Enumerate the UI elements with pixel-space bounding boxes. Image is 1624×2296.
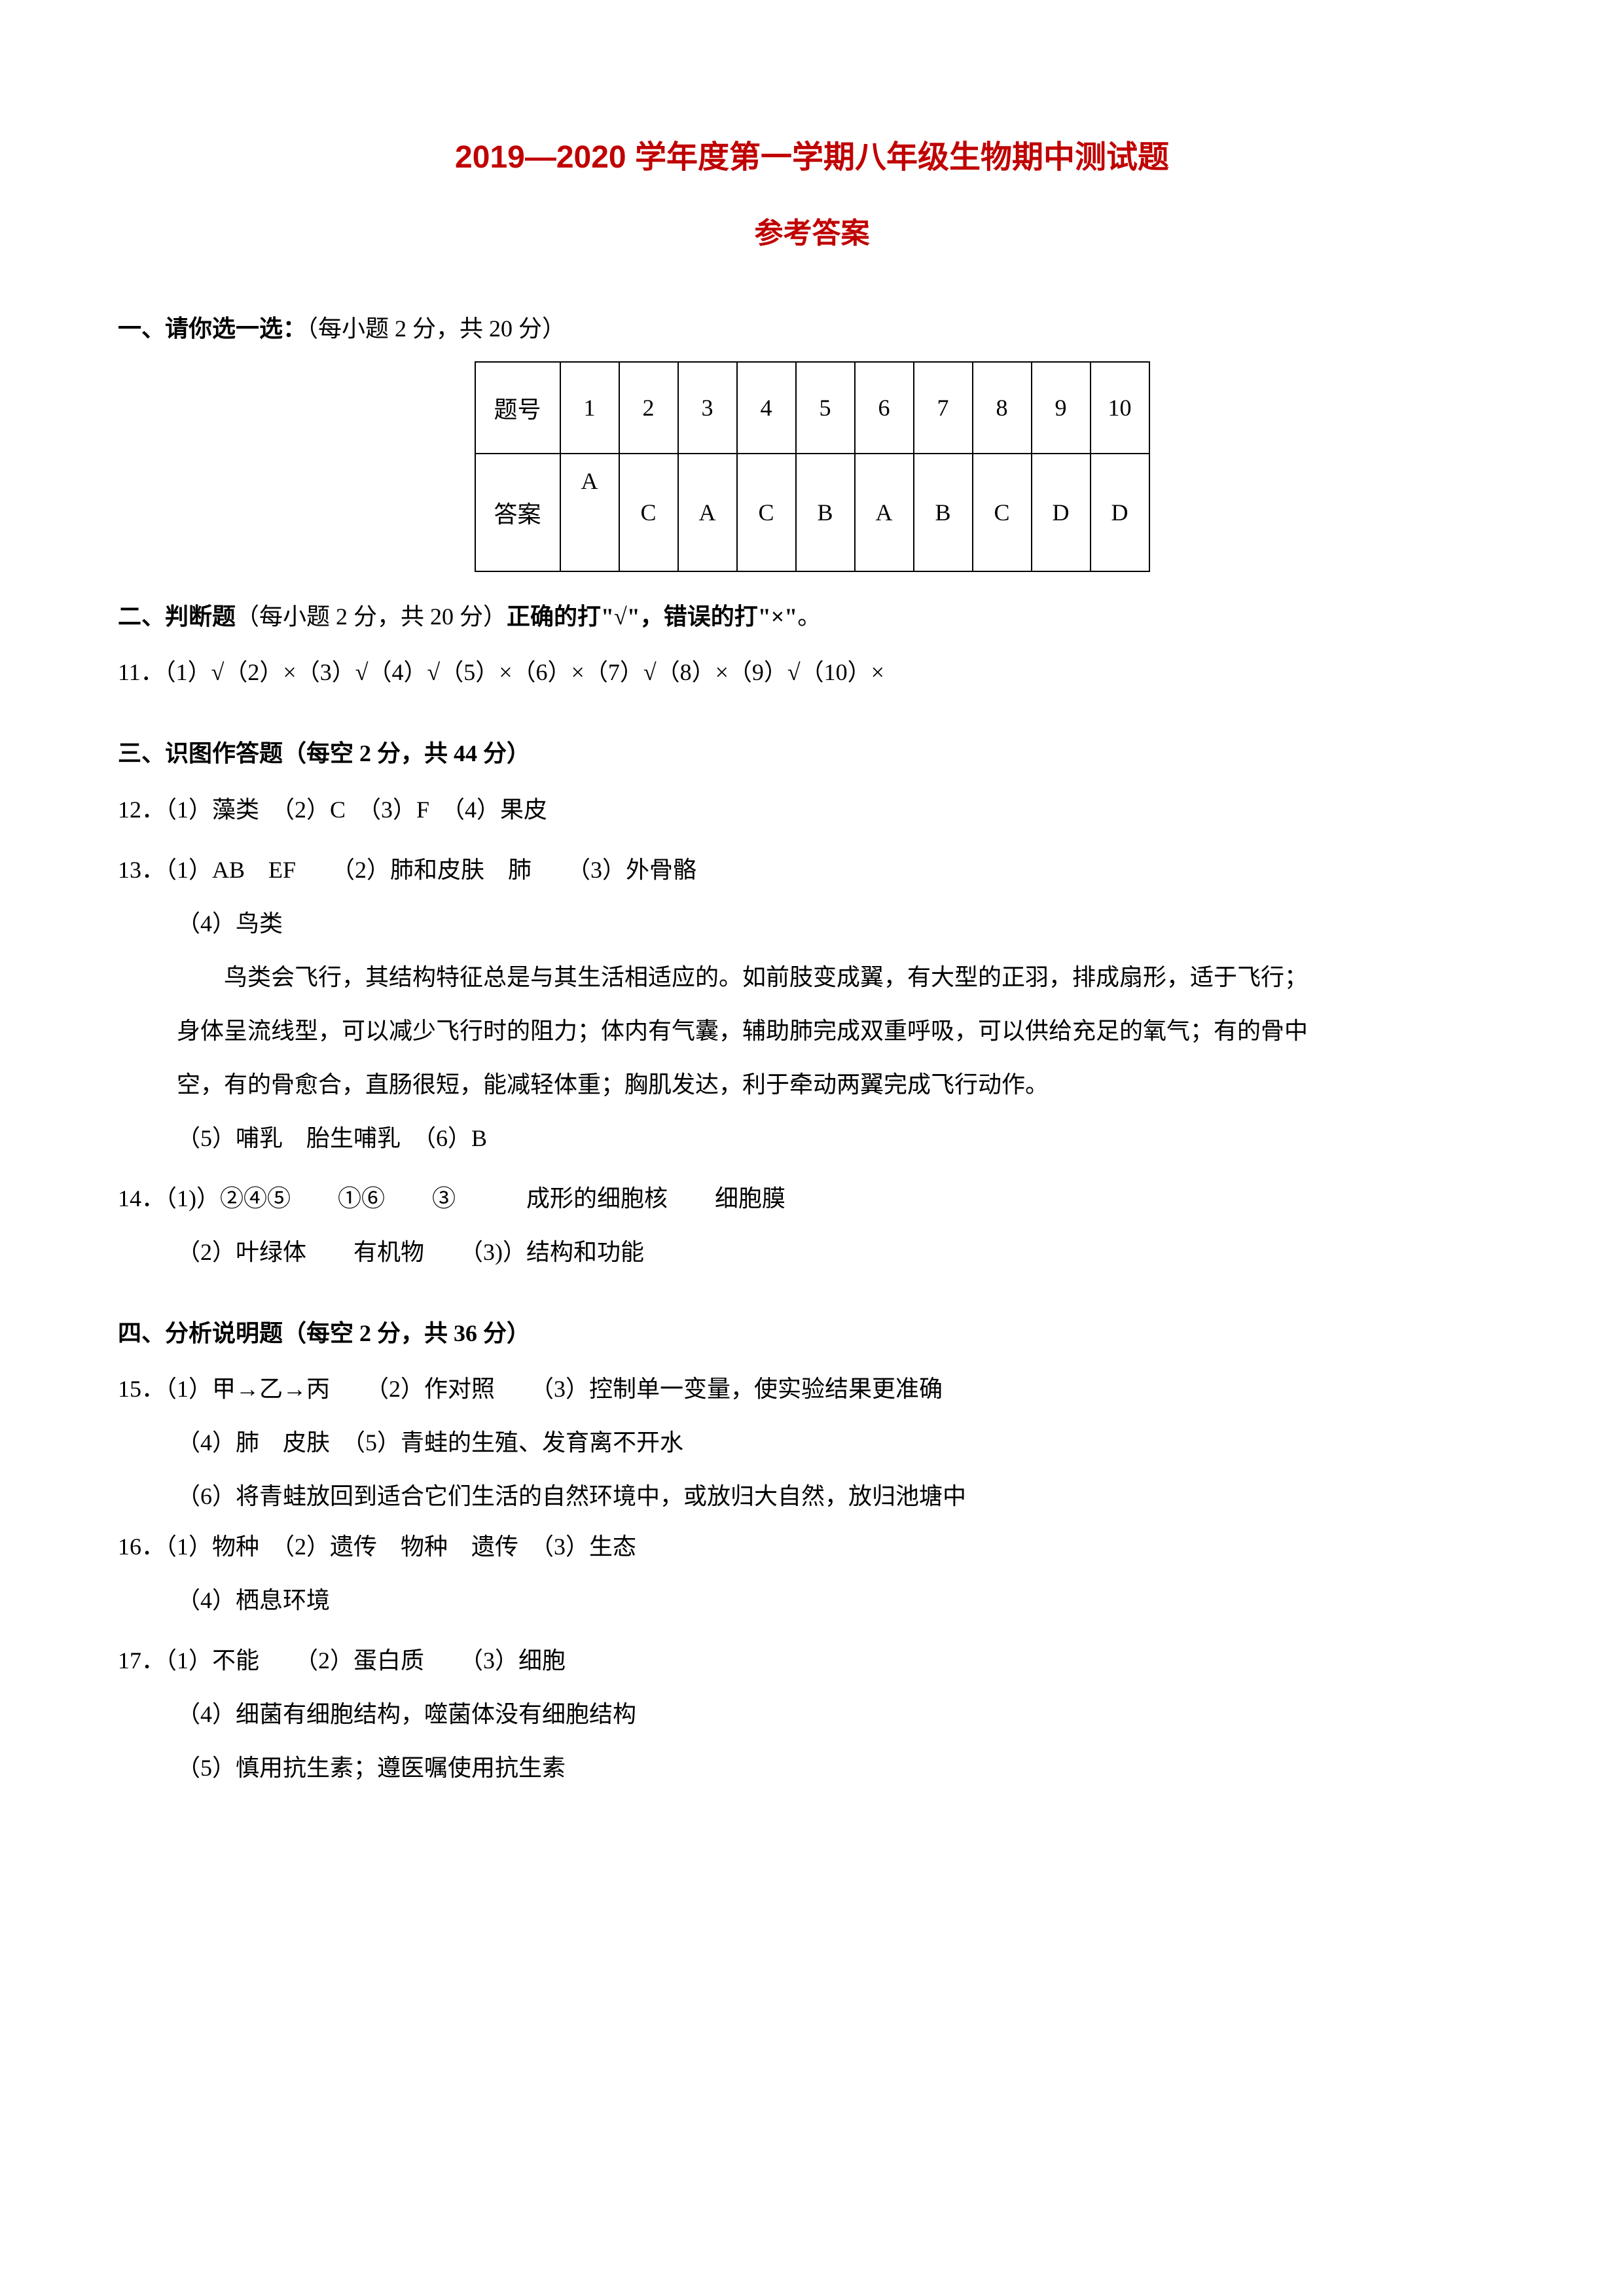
section1-heading-bold: 一、请你选一选：	[118, 315, 306, 342]
ans-cell: A	[560, 454, 619, 571]
section1-heading: 一、请你选一选：（每小题 2 分，共 20 分）	[118, 310, 1506, 348]
ans-cell: D	[1091, 454, 1149, 571]
col-num: 1	[560, 362, 619, 454]
q13-l5: 空，有的骨愈合，直肠很短，能减轻体重；胸肌发达，利于牵动两翼完成飞行动作。	[118, 1061, 1506, 1108]
q13-l1: 13．（1）AB EF （2）肺和皮肤 肺 （3）外骨骼	[118, 846, 1506, 893]
table-row: 题号 1 2 3 4 5 6 7 8 9 10	[475, 362, 1149, 454]
col-num: 2	[619, 362, 678, 454]
q15-l2: （4）肺 皮肤 （5）青蛙的生殖、发育离不开水	[118, 1419, 1506, 1466]
q16-l2: （4）栖息环境	[118, 1577, 1506, 1624]
answer-table: 题号 1 2 3 4 5 6 7 8 9 10 答案 A C A C B A B…	[475, 361, 1150, 572]
row-header-num: 题号	[475, 362, 560, 454]
ans-cell: C	[619, 454, 678, 571]
section2-heading-mid: （每小题 2 分，共 20 分）	[236, 603, 507, 630]
page-title: 2019—2020 学年度第一学期八年级生物期中测试题	[118, 131, 1506, 177]
q17-l1: 17．（1）不能 （2）蛋白质 （3）细胞	[118, 1637, 1506, 1684]
section1-heading-rest: （每小题 2 分，共 20 分）	[306, 315, 566, 342]
page-subtitle: 参考答案	[118, 209, 1506, 251]
col-num: 4	[737, 362, 796, 454]
q13-l2: （4）鸟类	[118, 900, 1506, 947]
q16-l1: 16．（1）物种 （2）遗传 物种 遗传 （3）生态	[118, 1523, 1506, 1570]
section2-heading-prefix: 二、判断题	[118, 603, 236, 630]
col-num: 5	[796, 362, 855, 454]
ans-cell: A	[855, 454, 914, 571]
section2-heading-bold2: 正确的打"√"，错误的打"×"	[507, 603, 797, 630]
row-header-ans: 答案	[475, 454, 560, 571]
q17-l3: （5）慎用抗生素；遵医嘱使用抗生素	[118, 1744, 1506, 1791]
col-num: 10	[1091, 362, 1149, 454]
col-num: 9	[1032, 362, 1091, 454]
q15-l3: （6）将青蛙放回到适合它们生活的自然环境中，或放归大自然，放归池塘中	[118, 1473, 1506, 1520]
section2-heading-end: 。	[797, 603, 821, 630]
q17-l2: （4）细菌有细胞结构，噬菌体没有细胞结构	[118, 1691, 1506, 1738]
ans-cell: A	[678, 454, 737, 571]
col-num: 6	[855, 362, 914, 454]
q13-l3: 鸟类会飞行，其结构特征总是与其生活相适应的。如前肢变成翼，有大型的正羽，排成扇形…	[118, 954, 1506, 1001]
q15-l1: 15．（1）甲→乙→丙 （2）作对照 （3）控制单一变量，使实验结果更准确	[118, 1365, 1506, 1412]
ans-cell: D	[1032, 454, 1091, 571]
ans-cell: B	[914, 454, 973, 571]
ans-cell: C	[737, 454, 796, 571]
q11-line: 11．（1）√（2）×（3）√（4）√（5）×（6）×（7）√（8）×（9）√（…	[118, 649, 1506, 696]
q14-l2: （2）叶绿体 有机物 （3)）结构和功能	[118, 1229, 1506, 1276]
section2-heading: 二、判断题（每小题 2 分，共 20 分）正确的打"√"，错误的打"×"。	[118, 598, 1506, 636]
col-num: 7	[914, 362, 973, 454]
section4-heading: 四、分析说明题（每空 2 分，共 36 分）	[118, 1315, 1506, 1353]
col-num: 8	[973, 362, 1032, 454]
ans-cell: C	[973, 454, 1032, 571]
table-row: 答案 A C A C B A B C D D	[475, 454, 1149, 571]
col-num: 3	[678, 362, 737, 454]
q13-l6: （5）哺乳 胎生哺乳 （6）B	[118, 1115, 1506, 1162]
section3-heading: 三、识图作答题（每空 2 分，共 44 分）	[118, 735, 1506, 773]
ans-cell: B	[796, 454, 855, 571]
q12: 12．（1）藻类 （2）C （3）F （4）果皮	[118, 786, 1506, 833]
q13-l4: 身体呈流线型，可以减少飞行时的阻力；体内有气囊，辅助肺完成双重呼吸，可以供给充足…	[118, 1007, 1506, 1054]
q14-l1: 14．（1)）②④⑤ ①⑥ ③ 成形的细胞核 细胞膜	[118, 1175, 1506, 1222]
